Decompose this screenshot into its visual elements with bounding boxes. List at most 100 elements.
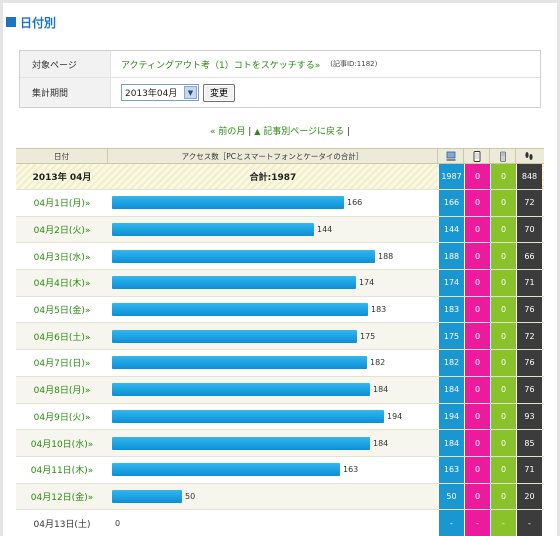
- pc-count: 166: [438, 190, 464, 216]
- pc-count: 184: [438, 376, 464, 403]
- mobile-count: 0: [490, 190, 516, 216]
- footprint-count: 93: [516, 403, 542, 430]
- total-footprint: 848: [516, 164, 542, 189]
- total-mobile: 0: [490, 164, 516, 189]
- date-link[interactable]: 04月5日(金)»: [33, 306, 91, 317]
- date-link[interactable]: 04月10日(水)»: [16, 430, 108, 456]
- total-smartphone: 0: [464, 164, 490, 189]
- mobile-count: -: [490, 510, 516, 536]
- total-sum: 合計:1987: [249, 173, 297, 183]
- month-navigation: « 前の月 | ▲ 記事別ページに戻る |: [0, 124, 560, 137]
- bar-value: 184: [373, 438, 389, 448]
- access-bar: [112, 223, 314, 237]
- bar-value: 0: [115, 518, 121, 528]
- smartphone-count: 0: [464, 216, 490, 243]
- table-body: 04月1日(月)» 166 166 0 0 72 04月2日(火)» 144 144 0 0 70 04…: [16, 190, 544, 536]
- footprint-count: -: [516, 510, 542, 536]
- smartphone-count: -: [464, 510, 490, 536]
- smartphone-column-header: [464, 149, 490, 163]
- date-link[interactable]: 04月2日(火)»: [16, 216, 108, 243]
- date-link[interactable]: 04月11日(木)»: [30, 466, 94, 477]
- total-month: 2013年 04月: [32, 173, 92, 183]
- date-link[interactable]: 04月12日(金)»: [16, 483, 108, 510]
- smartphone-count: 0: [464, 270, 490, 296]
- pc-count: 144: [438, 216, 464, 243]
- smartphone-count: 0: [464, 190, 490, 216]
- date-link[interactable]: 04月4日(木)»: [16, 270, 108, 296]
- period-row: 集計期間 2013年04月 ▼ 変更: [20, 78, 540, 107]
- change-button[interactable]: 変更: [203, 83, 236, 102]
- bar-cell: 163: [108, 457, 438, 483]
- month-select[interactable]: 2013年04月 ▼: [121, 84, 199, 101]
- smartphone-count: 0: [464, 350, 490, 376]
- mobile-count: 0: [490, 296, 516, 323]
- date-link[interactable]: 04月8日(月)»: [16, 376, 108, 403]
- mobile-count: 0: [490, 376, 516, 403]
- bar-value: 183: [371, 305, 387, 315]
- bar-cell: 0: [108, 510, 438, 536]
- total-row: 2013年 04月 合計:1987 1987 0 0 848: [16, 164, 544, 190]
- access-bar: [112, 329, 357, 343]
- total-pc: 1987: [438, 164, 464, 189]
- daily-access-table: 日付 アクセス数［PCとスマートフォンとケータイの合計］: [16, 148, 544, 536]
- access-bar: [112, 409, 384, 423]
- bar-value: 166: [347, 198, 363, 208]
- access-bar: [112, 489, 182, 503]
- section-title: 日付別: [20, 15, 57, 30]
- access-bar: [112, 249, 375, 263]
- date-link[interactable]: 04月7日(日)»: [33, 359, 91, 370]
- smartphone-count: 0: [464, 430, 490, 456]
- table-row: 04月7日(日)» 182 182 0 0 76: [16, 350, 544, 377]
- date-link[interactable]: 04月1日(月)»: [33, 199, 91, 210]
- access-bar: [112, 463, 340, 477]
- smartphone-count: 0: [464, 323, 490, 350]
- smartphone-count: 0: [464, 296, 490, 323]
- footprint-count: 70: [516, 216, 542, 243]
- footprint-count: 76: [516, 296, 542, 323]
- back-to-articles-link[interactable]: 記事別ページに戻る: [263, 127, 345, 137]
- footprint-icon: [525, 151, 533, 160]
- prev-month-link[interactable]: « 前の月: [210, 127, 246, 137]
- mobile-count: 0: [490, 243, 516, 270]
- target-page-label: 対象ページ: [20, 51, 111, 77]
- footprint-count: 66: [516, 243, 542, 270]
- footprint-count: 71: [516, 270, 542, 296]
- bar-value: 184: [373, 385, 389, 395]
- pc-count: 50: [438, 483, 464, 510]
- access-bar: [112, 356, 367, 370]
- bar-value: 182: [370, 358, 386, 368]
- pc-count: 184: [438, 430, 464, 456]
- chevron-down-icon: ▼: [184, 86, 197, 99]
- section-heading: 日付別: [6, 14, 56, 30]
- bar-cell: 50: [108, 483, 438, 510]
- footprint-count: 76: [516, 376, 542, 403]
- date-link[interactable]: 04月3日(水)»: [33, 252, 91, 263]
- access-bar: [112, 276, 356, 290]
- bar-value: 163: [343, 465, 359, 475]
- bar-value: 175: [360, 331, 376, 341]
- mobile-count: 0: [490, 403, 516, 430]
- mobile-phone-icon: [499, 151, 506, 162]
- bar-cell: 194: [108, 404, 438, 430]
- date-link[interactable]: 04月6日(土)»: [16, 323, 108, 350]
- mobile-count: 0: [490, 483, 516, 510]
- bar-cell: 184: [108, 376, 438, 403]
- table-row: 04月9日(火)» 194 194 0 0 93: [16, 403, 544, 431]
- article-link[interactable]: アクティングアウト考（1）コトをスケッチする»: [121, 60, 321, 71]
- table-row: 04月3日(水)» 188 188 0 0 66: [16, 243, 544, 271]
- access-bar: [112, 436, 370, 450]
- mobile-count: 0: [490, 270, 516, 296]
- period-label: 集計期間: [20, 78, 111, 107]
- article-id: (記事ID:1182): [330, 60, 378, 68]
- mobile-count: 0: [490, 350, 516, 376]
- bar-value: 188: [378, 251, 394, 261]
- up-triangle-icon: ▲: [254, 127, 261, 136]
- bar-cell: 182: [108, 350, 438, 376]
- nav-separator: |: [346, 127, 350, 137]
- smartphone-count: 0: [464, 456, 490, 483]
- date-label: 04月13日(土): [33, 519, 91, 530]
- date-link[interactable]: 04月9日(火)»: [33, 412, 91, 423]
- footprint-count: 72: [516, 190, 542, 216]
- mobile-count: 0: [490, 216, 516, 243]
